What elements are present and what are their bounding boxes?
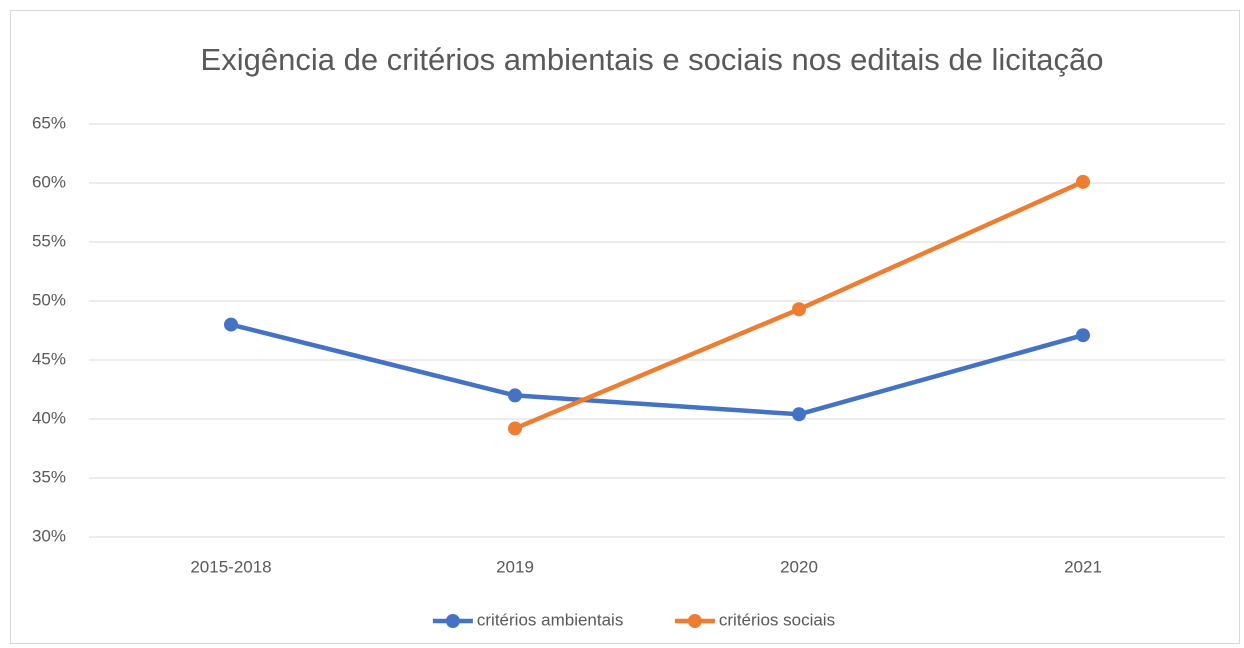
y-tick-label: 50% [32, 290, 66, 309]
legend-label: critérios ambientais [477, 610, 623, 629]
chart-border [10, 10, 1240, 644]
y-tick-label: 55% [32, 231, 66, 250]
data-point [1076, 328, 1090, 343]
x-tick-label: 2015-2018 [190, 557, 271, 576]
x-tick-label: 2021 [1064, 557, 1102, 576]
data-point [1076, 174, 1090, 189]
data-point [224, 317, 238, 332]
data-point [508, 388, 522, 403]
data-point [508, 421, 522, 436]
legend-label: critérios sociais [719, 610, 835, 629]
y-tick-label: 60% [32, 172, 66, 191]
data-point [792, 407, 806, 422]
chart-title: Exigência de critérios ambientais e soci… [201, 42, 1104, 77]
y-tick-label: 35% [32, 467, 66, 486]
x-tick-label: 2020 [780, 557, 818, 576]
x-tick-label: 2019 [496, 557, 534, 576]
y-tick-label: 45% [32, 349, 66, 368]
y-tick-label: 65% [32, 113, 66, 132]
legend-marker [687, 614, 702, 628]
data-point [792, 302, 806, 317]
y-tick-label: 40% [32, 408, 66, 427]
y-tick-label: 30% [32, 526, 66, 545]
legend-marker [445, 614, 460, 628]
series-line [230, 322, 1084, 417]
